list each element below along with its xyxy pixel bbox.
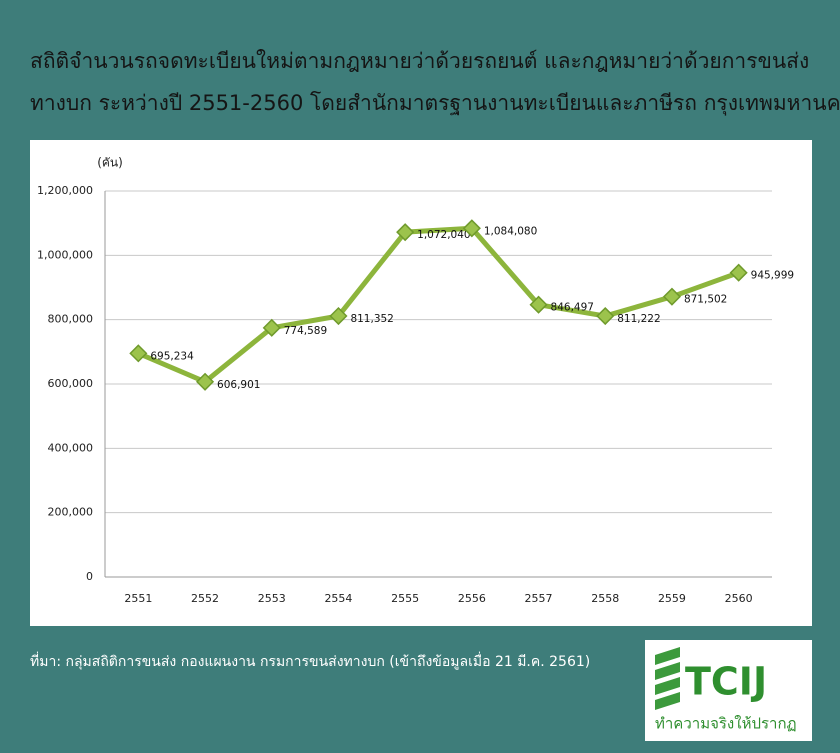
x-tick-label: 2553 xyxy=(258,592,286,605)
data-marker xyxy=(195,372,215,391)
data-label: 811,352 xyxy=(350,313,393,325)
x-tick-label: 2551 xyxy=(124,592,152,605)
data-marker xyxy=(529,295,548,314)
data-marker xyxy=(329,306,348,326)
y-tick-label: 600,000 xyxy=(48,377,94,390)
logo: TCIJ ทำความจริงให้ปรากฏ xyxy=(645,640,812,741)
data-marker xyxy=(596,306,615,326)
plot: 0 200,000 400,000 600,000 800,000 1,000,000 1,… xyxy=(37,184,794,605)
x-tick-label: 2554 xyxy=(324,592,352,605)
data-label: 606,901 xyxy=(217,379,260,391)
source: ที่มา: กลุ่มสถิติการขนส่ง กองแผนงาน กรมก… xyxy=(30,652,590,670)
y-tick-label: 400,000 xyxy=(48,441,94,454)
data-marker xyxy=(129,344,148,363)
x-tick-label: 2559 xyxy=(658,592,686,605)
data-label: 774,589 xyxy=(284,325,327,337)
data-marker xyxy=(262,318,281,337)
data-marker xyxy=(462,219,481,238)
logo-icon xyxy=(655,647,680,710)
data-label: 846,497 xyxy=(551,302,594,314)
data-label: 695,234 xyxy=(150,350,194,362)
data-label: 871,502 xyxy=(684,294,727,306)
data-label: 1,084,080 xyxy=(484,225,537,237)
logo-tagline: ทำความจริงให้ปรากฏ xyxy=(655,715,797,733)
data-marker xyxy=(662,287,682,306)
y-tick-label: 200,000 xyxy=(48,506,94,519)
chart-panel xyxy=(30,140,812,626)
x-tick-label: 2558 xyxy=(591,592,619,605)
data-label: 1,072,040 xyxy=(417,229,470,241)
data-label: 945,999 xyxy=(751,270,794,282)
data-line xyxy=(137,225,740,385)
data-marker xyxy=(396,223,415,242)
title-line: สถิติจำนวนรถจดทะเบียนใหม่ตามกฎหมายว่าด้ว… xyxy=(30,49,809,73)
x-tick-label: 2552 xyxy=(191,592,219,605)
data-marker xyxy=(729,263,748,282)
logo-name: TCIJ xyxy=(685,660,767,704)
data-label: 811,222 xyxy=(617,313,660,325)
x-tick-label: 2556 xyxy=(458,592,486,605)
y-tick-label: 1,000,000 xyxy=(37,248,93,261)
y-tick-label: 0 xyxy=(86,570,93,583)
x-tick-label: 2557 xyxy=(525,592,553,605)
x-tick-label: 2555 xyxy=(391,592,419,605)
y-tick-label: 1,200,000 xyxy=(37,184,93,197)
y-axis-label: (คัน) xyxy=(97,156,123,170)
title-line: ทางบก ระหว่างปี 2551-2560 โดยสำนักมาตรฐา… xyxy=(30,91,840,116)
x-tick-label: 2560 xyxy=(725,592,753,605)
y-tick-label: 800,000 xyxy=(48,313,94,326)
